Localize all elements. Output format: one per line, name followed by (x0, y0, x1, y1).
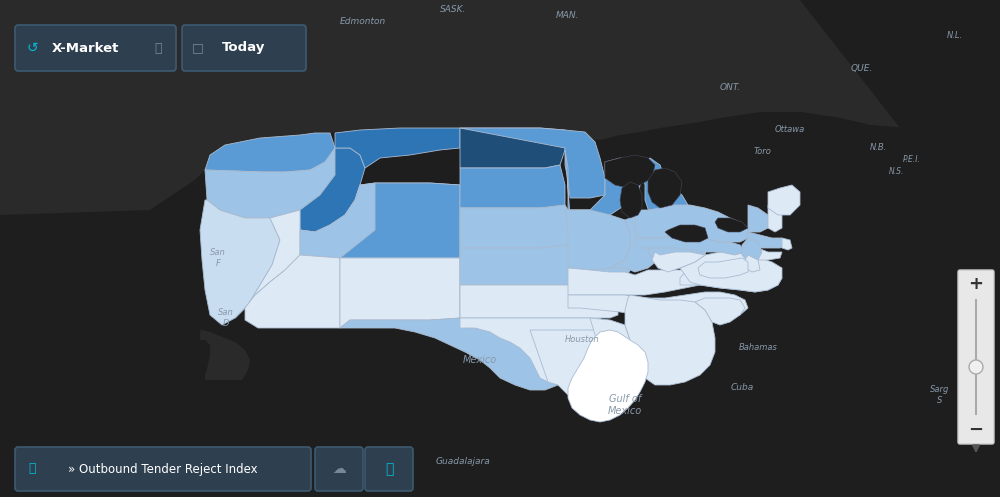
Polygon shape (748, 205, 768, 232)
Polygon shape (782, 238, 792, 250)
Polygon shape (460, 165, 565, 208)
Polygon shape (300, 148, 365, 232)
Polygon shape (460, 128, 565, 168)
Polygon shape (635, 235, 745, 255)
Text: □: □ (192, 42, 204, 55)
Polygon shape (640, 158, 688, 230)
Polygon shape (748, 245, 782, 260)
Text: Gulf of
Mexico: Gulf of Mexico (608, 394, 642, 416)
Polygon shape (610, 215, 660, 272)
FancyBboxPatch shape (15, 25, 176, 71)
Polygon shape (568, 265, 708, 295)
Polygon shape (530, 330, 618, 400)
Text: Toro: Toro (754, 148, 772, 157)
Polygon shape (460, 205, 610, 248)
Polygon shape (300, 183, 460, 258)
Text: ↺: ↺ (26, 41, 38, 55)
Polygon shape (568, 292, 748, 318)
Polygon shape (648, 208, 708, 268)
Circle shape (969, 360, 983, 374)
Text: ⓘ: ⓘ (385, 462, 393, 476)
Polygon shape (620, 182, 642, 218)
Text: Houston: Houston (565, 335, 599, 344)
Text: MAN.: MAN. (556, 10, 580, 19)
Polygon shape (745, 255, 760, 272)
Polygon shape (768, 185, 800, 215)
Text: P.E.I.: P.E.I. (903, 156, 921, 165)
Text: N.L.: N.L. (947, 30, 963, 39)
FancyBboxPatch shape (365, 447, 413, 491)
Polygon shape (680, 252, 782, 292)
Text: Sarg
S: Sarg S (930, 385, 950, 405)
Polygon shape (568, 330, 648, 422)
Polygon shape (235, 210, 300, 318)
Text: Ottawa: Ottawa (775, 126, 805, 135)
Text: San
F: San F (210, 248, 226, 268)
Polygon shape (648, 168, 682, 208)
Polygon shape (340, 183, 460, 258)
Text: Today: Today (222, 42, 266, 55)
Text: X-Market: X-Market (51, 42, 119, 55)
FancyBboxPatch shape (182, 25, 306, 71)
Text: −: − (968, 421, 984, 439)
Polygon shape (0, 0, 1000, 215)
Polygon shape (0, 328, 250, 497)
Polygon shape (460, 248, 568, 292)
Polygon shape (748, 232, 788, 248)
Text: N.B.: N.B. (869, 144, 887, 153)
Text: Edmonton: Edmonton (340, 17, 386, 26)
Polygon shape (460, 318, 615, 382)
Polygon shape (460, 285, 618, 318)
Polygon shape (565, 150, 642, 218)
Polygon shape (460, 208, 568, 250)
Polygon shape (245, 255, 340, 328)
Polygon shape (300, 183, 375, 258)
Polygon shape (460, 242, 630, 285)
Polygon shape (460, 128, 605, 198)
Text: SASK.: SASK. (440, 5, 466, 14)
Text: ONT.: ONT. (719, 83, 741, 92)
Polygon shape (0, 380, 625, 497)
Polygon shape (715, 218, 748, 232)
Polygon shape (0, 170, 210, 497)
Polygon shape (460, 290, 590, 318)
Polygon shape (340, 258, 460, 328)
Polygon shape (625, 295, 715, 385)
Polygon shape (748, 0, 1000, 497)
Polygon shape (335, 128, 460, 168)
Text: N.S.: N.S. (888, 167, 904, 176)
Text: Cuba: Cuba (730, 384, 754, 393)
Text: » Outbound Tender Reject Index: » Outbound Tender Reject Index (68, 463, 258, 476)
FancyBboxPatch shape (315, 447, 363, 491)
Text: ⎘: ⎘ (154, 42, 162, 55)
Text: ☁: ☁ (332, 462, 346, 476)
Polygon shape (205, 148, 335, 218)
Polygon shape (768, 205, 782, 232)
Polygon shape (665, 225, 708, 242)
Text: Bahamas: Bahamas (739, 343, 777, 352)
Polygon shape (568, 318, 632, 402)
FancyBboxPatch shape (958, 270, 994, 444)
Text: Guadalajara: Guadalajara (436, 458, 490, 467)
Text: QUE.: QUE. (851, 64, 873, 73)
Polygon shape (200, 200, 280, 325)
Polygon shape (205, 133, 335, 172)
FancyBboxPatch shape (15, 447, 311, 491)
Polygon shape (742, 238, 762, 262)
Text: ⦿: ⦿ (28, 463, 36, 476)
Polygon shape (680, 260, 782, 292)
Text: +: + (968, 275, 984, 293)
Polygon shape (695, 298, 745, 325)
Polygon shape (565, 210, 630, 270)
Text: Mexico: Mexico (463, 355, 497, 365)
Polygon shape (652, 252, 705, 272)
Polygon shape (340, 315, 610, 390)
Text: San
D: San D (218, 308, 234, 328)
Polygon shape (698, 258, 748, 278)
Polygon shape (635, 205, 748, 242)
Polygon shape (605, 155, 655, 188)
